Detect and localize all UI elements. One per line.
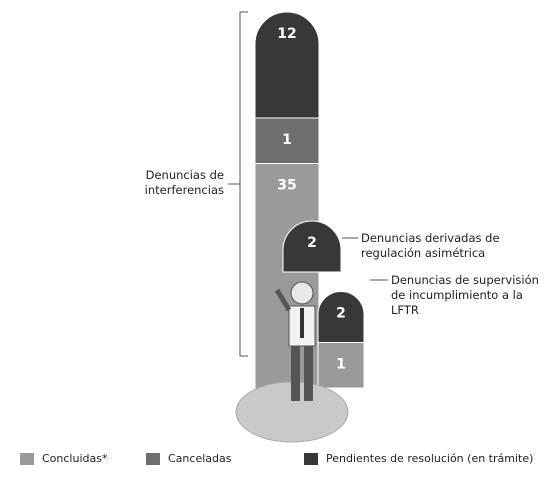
value-label: 2 [307,235,317,251]
legend-swatch [304,452,318,465]
bracket [239,11,248,357]
legend-item: Concluidas* [20,452,107,465]
value-label: 35 [277,178,296,194]
legend-item: Canceladas [146,452,231,465]
legend-swatch [146,452,160,465]
value-label: 1 [336,357,346,373]
value-label: 1 [282,132,292,148]
legend-label: Canceladas [168,452,232,465]
value-label: 2 [336,306,346,322]
legend-label: Pendientes de resolución (en trámite) [326,452,534,465]
category-label: Denuncias de supervisión de incumplimien… [391,273,539,317]
bar-segment [282,220,342,273]
bar-segment [254,11,320,119]
legend-swatch [20,452,34,465]
category-label: Denuncias de interferencias [144,168,224,197]
legend-label: Concluidas* [42,452,108,465]
bar-segment [317,291,365,343]
category-label: Denuncias derivadas de regulación asimét… [361,231,500,260]
person-figure [274,281,316,401]
legend-item: Pendientes de resolución (en trámite) [304,452,533,465]
value-label: 12 [277,26,296,42]
